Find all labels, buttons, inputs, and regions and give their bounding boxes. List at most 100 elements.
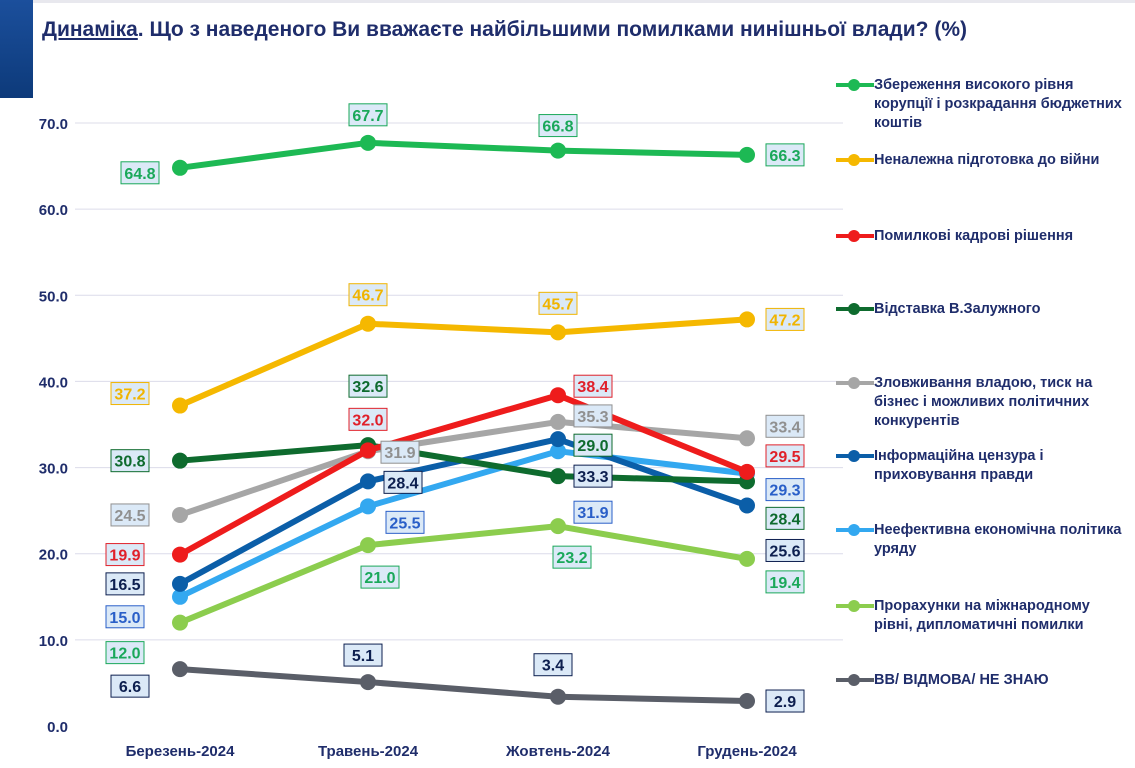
data-label-text: 3.4 [542,658,564,675]
data-point [550,443,566,460]
series-line [178,448,748,600]
data-point [360,674,376,691]
y-tick-label: 60.0 [39,202,68,219]
data-point [360,134,376,151]
data-label-box [110,503,150,527]
x-tick-label: Жовтень-2024 [505,743,611,760]
data-label-text: 24.5 [114,508,145,525]
data-label: 32.0 [348,407,388,431]
data-label-text: 64.8 [124,166,155,183]
legend-item: ВВ/ ВІДМОВА/ НЕ ЗНАЮ [836,671,1129,690]
data-point [739,430,755,447]
data-point [172,506,188,523]
data-label-box [383,470,423,494]
legend-marker-icon [836,599,874,613]
series-line [178,392,749,558]
data-label-text: 45.7 [542,296,573,313]
data-label: 28.4 [383,470,423,494]
data-label-text: 21.0 [364,570,395,587]
data-label-box [765,143,805,167]
x-tick-label: Грудень-2024 [697,743,797,760]
data-label-text: 67.7 [352,108,383,125]
title-dynamics: Динаміка [42,18,138,41]
data-label-box [348,407,388,431]
data-point [172,588,188,605]
x-tick-label: Травень-2024 [318,743,419,760]
data-point [550,413,566,430]
data-label-text: 33.3 [577,469,608,486]
y-tick-label: 70.0 [39,116,68,133]
data-label-box [538,291,578,315]
data-label-text: 25.6 [769,543,800,560]
series-line [179,418,748,518]
data-label-text: 16.5 [109,577,140,594]
data-label: 12.0 [105,641,145,665]
legend-label: Неналежна підготовка до війни [874,152,1100,168]
y-tick-label: 10.0 [39,633,68,650]
data-label-text: 66.8 [542,119,573,136]
data-label-box [765,414,805,438]
data-label: 3.4 [533,653,573,677]
data-label: 67.7 [348,103,388,127]
data-label: 33.3 [573,464,613,488]
data-label-box [538,114,578,138]
data-label-box [765,444,805,468]
data-label: 24.5 [110,503,150,527]
data-label: 16.5 [105,572,145,596]
data-label: 30.8 [110,449,150,473]
data-label: 45.7 [538,291,578,315]
data-point [360,442,376,459]
top-border [0,0,1135,3]
legend-marker-icon [836,302,874,316]
data-label-box [765,538,805,562]
data-label-box [765,689,805,713]
series-0 [172,134,755,176]
data-label-box [573,464,613,488]
x-tick-label: Березень-2024 [126,743,236,760]
data-label-text: 35.3 [577,409,608,426]
data-point [739,550,755,567]
series-7 [172,518,755,631]
data-label-box [105,543,145,567]
legend-label: Інформаційна цензура і приховування прав… [874,448,1044,483]
y-tick-label: 50.0 [39,288,68,305]
series-line [179,442,748,485]
data-label-text: 6.6 [119,679,141,696]
data-label: 46.7 [348,283,388,307]
data-label-box [110,674,150,698]
legend-item: Зловживання владою, тиск на бізнес і мож… [836,374,1129,431]
data-label-text: 37.2 [114,387,145,404]
data-label-text: 33.4 [769,419,800,436]
data-point [360,498,376,515]
data-label: 29.0 [573,433,613,457]
legend-marker-icon [836,673,874,687]
data-label-box [552,545,592,569]
data-point [739,146,755,163]
data-label-text: 19.4 [769,575,800,592]
data-point [550,688,566,705]
data-label-box [343,643,383,667]
data-label: 33.4 [765,414,805,438]
data-label-text: 29.3 [769,483,800,500]
legend-item: Збереження високого рівня корупції і роз… [836,76,1129,133]
legend-marker-icon [836,78,874,92]
data-label: 38.4 [573,374,613,398]
series-3 [172,437,755,490]
y-tick-label: 20.0 [39,547,68,564]
data-label-box [385,510,425,534]
legend-marker-icon [836,229,874,243]
data-label-box [573,500,613,524]
data-point [172,546,188,563]
data-label-box [105,572,145,596]
data-label-box [360,565,400,589]
data-label-text: 32.0 [352,412,383,429]
data-label: 23.2 [552,545,592,569]
data-point [172,159,188,176]
data-point [172,661,188,678]
data-label-box [105,641,145,665]
data-label-text: 5.1 [352,648,374,665]
data-label-box [533,653,573,677]
data-label-box [765,307,805,331]
legend-label: Прорахунки на міжнародному рівні, диплом… [874,598,1090,633]
data-point [739,463,755,480]
